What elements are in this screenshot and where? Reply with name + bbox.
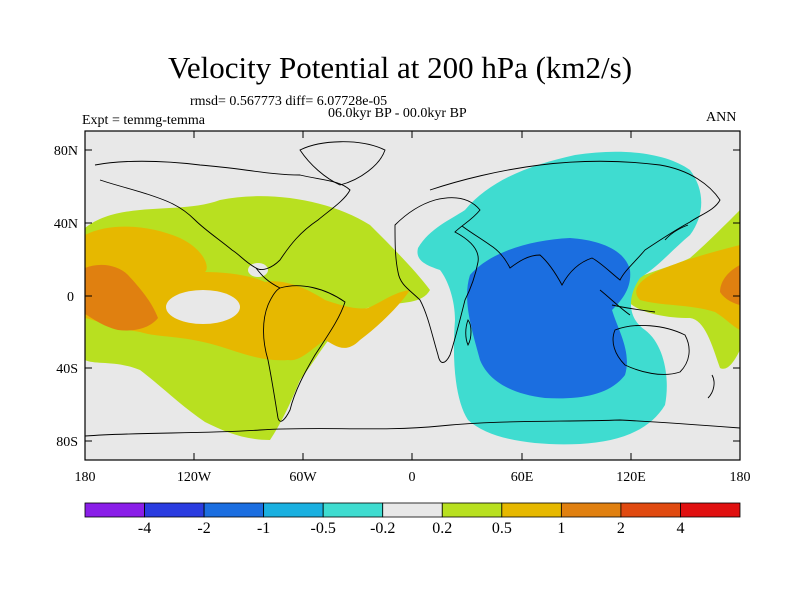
lon-label-180e: 180 (730, 470, 751, 485)
colorbar-box-8 (560, 502, 622, 518)
colorbar-label-6: 0.5 (492, 520, 512, 537)
lon-label-180w: 180 (75, 470, 96, 485)
lat-label-0: 0 (67, 290, 74, 305)
neutral-patch-east-pacific (166, 290, 240, 324)
lon-label-60e: 60E (511, 470, 534, 485)
coastlines (85, 141, 740, 437)
colorbar-box-6 (441, 502, 503, 518)
period-label: 06.0kyr BP - 00.0kyr BP (328, 106, 467, 121)
lon-label-0: 0 (409, 470, 416, 485)
region-indian-ocean-core (467, 238, 631, 399)
colorbar-box-9 (620, 502, 681, 518)
colorbar-box-0 (84, 502, 145, 518)
colorbar-label-1: -2 (197, 520, 210, 537)
lon-tick-marks (193, 131, 632, 460)
colorbar-box-10 (680, 502, 741, 518)
colorbar-label-2: -1 (257, 520, 270, 537)
colorbar-box-2 (203, 502, 265, 518)
map-title: Velocity Potential at 200 hPa (km2/s) (167, 50, 633, 85)
colorbar-box-7 (501, 502, 562, 518)
colorbar-label-3: -0.5 (311, 520, 336, 537)
colorbar-label-5: 0.2 (432, 520, 452, 537)
lat-label-40n: 40N (54, 217, 78, 232)
lon-label-120e: 120E (616, 470, 646, 485)
lon-label-60w: 60W (289, 470, 317, 485)
stats-label: rmsd= 0.567773 diff= 6.07728e-05 (190, 94, 388, 109)
lat-label-40s: 40S (56, 362, 78, 377)
colorbar-label-8: 2 (617, 520, 625, 537)
colorbar-label-4: -0.2 (370, 520, 395, 537)
lat-label-80s: 80S (56, 435, 78, 450)
lon-label-120w: 120W (177, 470, 212, 485)
lat-label-80n: 80N (54, 144, 78, 159)
colorbar-label-7: 1 (557, 520, 565, 537)
colorbar-label-9: 4 (676, 520, 684, 537)
region-western-pacific-core (720, 265, 740, 305)
colorbar: -4 -2 -1 -0.5 -0.2 0.2 0.5 1 2 4 (84, 502, 741, 537)
colorbar-box-5 (382, 502, 443, 518)
region-south-america-positive (85, 226, 410, 361)
region-western-pacific-positive (636, 245, 740, 330)
experiment-label: Expt = temmg-temma (82, 113, 205, 128)
map-panel (85, 131, 740, 460)
colorbar-label-0: -4 (138, 520, 151, 537)
lat-tick-marks (85, 149, 740, 442)
colorbar-box-4 (322, 502, 384, 518)
region-central-pacific-max (85, 264, 158, 331)
colorbar-box-1 (144, 502, 205, 518)
colorbar-box-3 (263, 502, 324, 518)
season-label: ANN (706, 110, 737, 125)
